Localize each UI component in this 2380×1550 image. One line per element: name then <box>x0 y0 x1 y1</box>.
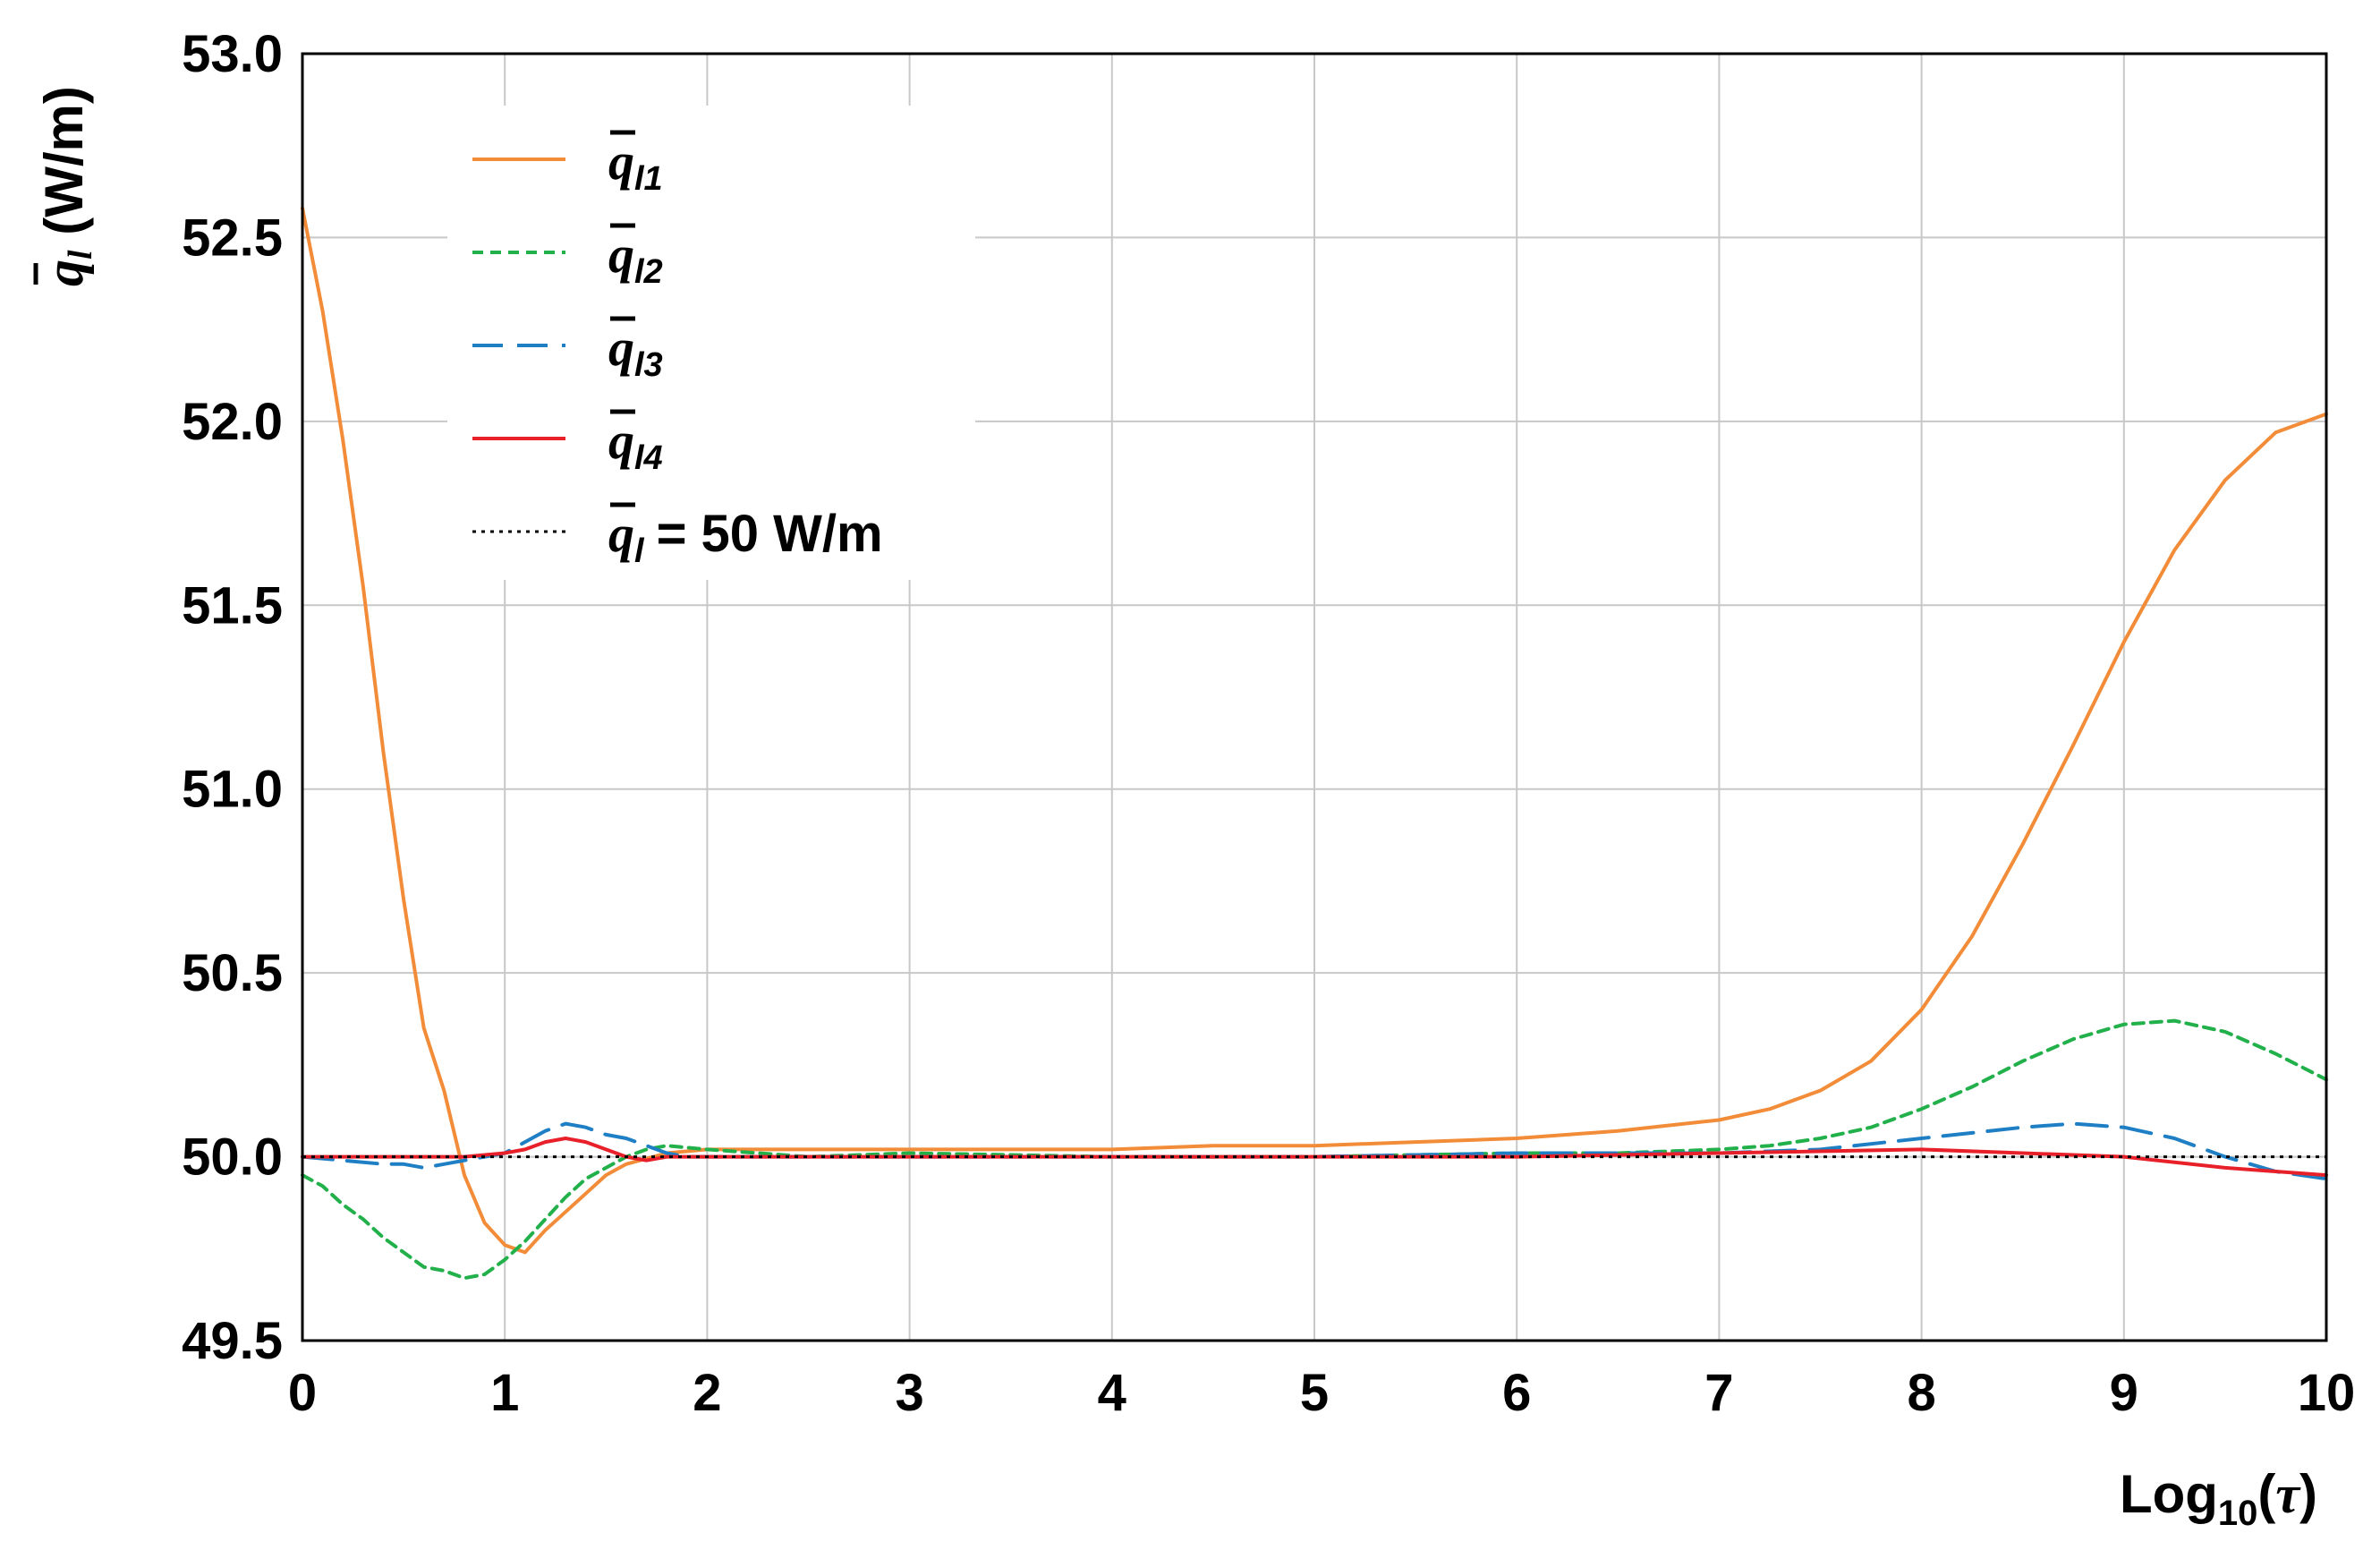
y-tick-label: 50.5 <box>182 944 283 1002</box>
series-line-1 <box>301 206 2328 1255</box>
x-tick-label: 5 <box>1300 1364 1329 1422</box>
legend-label-2: ql2 <box>608 226 663 291</box>
y-tick-label: 52.5 <box>182 209 283 267</box>
x-tick-label: 7 <box>1704 1364 1733 1422</box>
plot-frame <box>301 52 2328 1342</box>
x-axis-title-tail: ( <box>2257 1464 2275 1524</box>
axis-titles: Log10(τ) ql (W/m) <box>33 86 2317 1533</box>
y-tick-label: 51.5 <box>182 576 283 634</box>
y-tick-label: 52.0 <box>182 393 283 451</box>
x-tick-label: 8 <box>1907 1364 1935 1422</box>
y-tick-label: 51.0 <box>182 761 283 819</box>
x-axis-title-main: Log <box>2120 1464 2218 1524</box>
x-tick-label: 4 <box>1098 1364 1126 1422</box>
x-tick-label: 2 <box>693 1364 721 1422</box>
tick-labels: 0 1 2 3 4 5 6 7 8 9 10 49.5 50.0 50.5 51.0 51.5 52.0 52.5… <box>182 25 2355 1422</box>
y-axis-title-symbol: q <box>35 260 94 286</box>
plot-border <box>301 52 2328 1342</box>
x-tick-label: 6 <box>1502 1364 1531 1422</box>
legend-label-5: ql = 50 W/m <box>608 505 883 570</box>
x-tick-label: 3 <box>895 1364 923 1422</box>
x-axis-title-sub: 10 <box>2218 1494 2258 1533</box>
legend-background <box>447 106 975 580</box>
x-tick-label: 10 <box>2298 1364 2356 1422</box>
x-tick-label: 1 <box>490 1364 519 1422</box>
y-tick-label: 53.0 <box>182 25 283 83</box>
x-tick-label: 9 <box>2110 1364 2138 1422</box>
legend-label-1: ql1 <box>608 132 663 198</box>
series-line-4 <box>301 1137 2328 1178</box>
series-line-2 <box>301 1018 2328 1281</box>
x-tick-label: 0 <box>288 1364 317 1422</box>
legend-label-3: ql3 <box>608 319 663 384</box>
legend-label-4: ql4 <box>608 412 663 477</box>
x-axis-title: Log10(τ) <box>2120 1464 2317 1533</box>
svg-text:ql (W/m): ql (W/m) <box>34 86 99 286</box>
y-tick-label: 50.0 <box>182 1128 283 1187</box>
legend: ql1 ql2 ql3 ql4 ql = 50 W/m <box>447 106 975 580</box>
y-tick-label: 49.5 <box>182 1312 283 1370</box>
series-line-3 <box>301 1121 2328 1181</box>
series-lines <box>301 206 2328 1281</box>
y-axis-title: ql (W/m) <box>33 86 99 286</box>
